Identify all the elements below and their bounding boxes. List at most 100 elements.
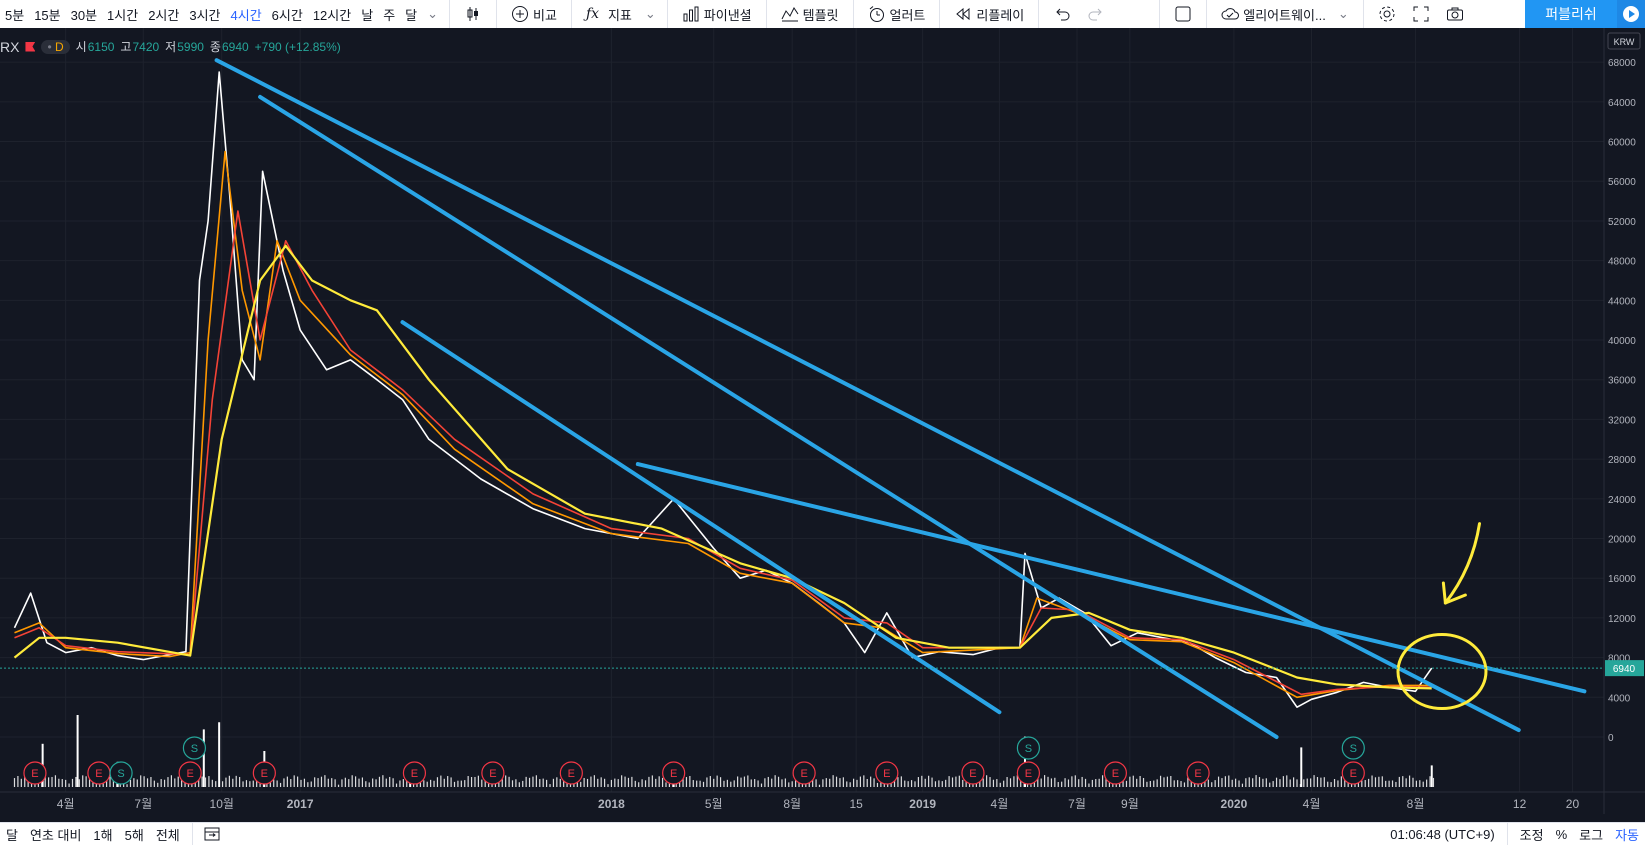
price-axis: 0 4000 8000 12000 16000 20000 24000 28000 32000 3… <box>1605 32 1644 744</box>
timeframe-2[interactable]: 30분 <box>70 7 98 23</box>
symbol-label[interactable]: RX <box>0 38 20 55</box>
event-marker-label: E <box>186 768 193 780</box>
bottom-toolbar: 달 연초 대비 1해 5해 전체 01:06:48 (UTC+9) 조정 % 로그 자동 <box>0 822 1645 845</box>
toolbar-separator <box>765 0 767 28</box>
snapshot-button[interactable] <box>1438 5 1472 23</box>
flag-icon[interactable] <box>25 41 36 52</box>
financials-button[interactable]: 파이낸셜 <box>674 5 760 24</box>
timeframe-1[interactable]: 15분 <box>34 7 61 23</box>
time-tick-label: 2020 <box>1221 797 1248 811</box>
toolbar-separator <box>1038 0 1040 28</box>
event-marker-label: E <box>411 768 418 780</box>
time-tick-label: 7월 <box>134 797 152 811</box>
publish-button[interactable]: 퍼블리쉬 <box>1525 0 1617 28</box>
event-marker-E <box>178 761 202 785</box>
timeframe-dropdown[interactable]: ⌄ <box>427 6 439 21</box>
range-3[interactable]: 5해 <box>124 827 144 843</box>
timeframe-10[interactable]: 주 <box>383 7 396 23</box>
layout-name: 엘리어트웨이... <box>1243 7 1326 23</box>
price-tick-label: 60000 <box>1608 138 1636 149</box>
timeframe-list: 5분 15분 30분 1시간 2시간 3시간 4시간 6시간 12시간 날 주 달 <box>0 5 422 24</box>
toolbar-separator <box>666 0 668 28</box>
time-tick-label: 2018 <box>598 797 625 811</box>
range-1[interactable]: 연초 대비 <box>29 827 82 843</box>
toolbar-separator <box>570 0 572 28</box>
replay-button[interactable]: 리플레이 <box>946 5 1032 24</box>
chart-pane[interactable]: E E S E S E E E E E E E E S E E E S E 0 4000 8000 12000 16000 2… <box>0 28 1645 814</box>
event-marker-label: E <box>31 768 38 780</box>
trendline-2 <box>400 320 1002 715</box>
redo-button[interactable] <box>1079 5 1113 23</box>
replay-label: 리플레이 <box>976 7 1025 23</box>
event-marker-E <box>23 761 47 785</box>
event-marker-S <box>182 736 207 760</box>
bottom-right-controls: 01:06:48 (UTC+9) 조정 % 로그 자동 <box>1384 823 1645 845</box>
time-axis: 4월 7월 10월 2017 2018 5월 8월 15 2019 4월 7월 9월 2020 4월 8월 1… <box>57 797 1580 811</box>
chart-type-button[interactable] <box>456 5 490 23</box>
expand-button[interactable] <box>1404 5 1438 23</box>
toolbar-separator <box>1206 0 1208 28</box>
timeframe-0[interactable]: 5분 <box>5 7 25 23</box>
undo-button[interactable] <box>1045 5 1079 23</box>
timeframe-7[interactable]: 6시간 <box>271 7 303 23</box>
highlight-circle <box>1396 633 1488 710</box>
range-2[interactable]: 1해 <box>93 827 113 843</box>
auto-button[interactable]: 자동 <box>1615 827 1639 843</box>
trendline-1 <box>258 94 1279 739</box>
event-marker-E <box>1016 761 1041 785</box>
event-marker-E <box>1341 761 1365 785</box>
compare-button[interactable]: 비교 <box>503 5 565 24</box>
timeframe-3[interactable]: 1시간 <box>107 7 139 23</box>
settings-button[interactable] <box>1370 5 1404 23</box>
annotations <box>1396 522 1488 710</box>
event-marker-E <box>252 761 276 785</box>
play-button[interactable] <box>1617 0 1645 28</box>
timeframe-9[interactable]: 날 <box>361 7 374 23</box>
indicators-button[interactable]: ƒx 지표 <box>578 5 640 24</box>
timeframe-8[interactable]: 12시간 <box>312 7 352 23</box>
play-icon <box>1622 5 1640 23</box>
timeframe-4[interactable]: 2시간 <box>148 7 180 23</box>
alert-button[interactable]: 얼러트 <box>860 5 934 24</box>
alert-label: 얼러트 <box>889 7 926 23</box>
price-tick-label: 68000 <box>1608 58 1636 69</box>
price-chart[interactable]: E E S E S E E E E E E E E S E E E S E 0 4000 8000 12000 16000 2… <box>0 28 1645 814</box>
event-marker-E <box>402 761 427 785</box>
event-marker-E <box>792 761 816 785</box>
adjust-button[interactable]: 조정 <box>1519 827 1544 843</box>
toolbar-separator <box>449 0 451 28</box>
layout-save-button[interactable]: 엘리어트웨이... ⌄ <box>1213 5 1357 24</box>
percent-button[interactable]: % <box>1555 826 1568 842</box>
range-0[interactable]: 달 <box>6 827 18 843</box>
event-marker-label: E <box>489 768 496 780</box>
indicators-label: 지표 <box>607 7 632 23</box>
event-marker-label: E <box>261 768 268 780</box>
open-label: 시 <box>75 40 87 54</box>
time-tick-label: 9월 <box>1121 797 1139 811</box>
templates-button[interactable]: 템플릿 <box>773 5 847 24</box>
toolbar-separator <box>1506 823 1508 845</box>
indicators-dropdown[interactable]: ⌄ <box>644 6 656 21</box>
date-range-icon[interactable] <box>203 825 221 843</box>
time-tick-label: 4월 <box>57 797 75 811</box>
time-tick-label: 12 <box>1513 797 1527 811</box>
timeframe-11[interactable]: 달 <box>405 7 418 23</box>
camera-icon <box>1446 5 1464 23</box>
clock-label[interactable]: 01:06:48 (UTC+9) <box>1390 826 1495 842</box>
fullscreen-toggle-button[interactable] <box>1166 5 1200 23</box>
series-line-0 <box>13 71 1433 709</box>
change-value: +790 (+12.85%) <box>254 39 341 54</box>
event-marker-label: E <box>1350 768 1357 780</box>
interval-badge[interactable]: • D <box>41 39 70 54</box>
timeframe-6[interactable]: 4시간 <box>230 7 262 23</box>
price-tick-label: 48000 <box>1608 257 1636 268</box>
financials-label: 파이낸셜 <box>703 7 752 23</box>
price-tick-label: 32000 <box>1608 415 1636 426</box>
range-4[interactable]: 전체 <box>155 827 180 843</box>
last-price-badge <box>1605 660 1644 677</box>
timeframe-5[interactable]: 3시간 <box>189 7 221 23</box>
arrow-head <box>1441 581 1467 605</box>
price-tick-label: 4000 <box>1608 693 1631 704</box>
log-button[interactable]: 로그 <box>1579 827 1604 843</box>
event-marker-label: S <box>191 743 198 755</box>
